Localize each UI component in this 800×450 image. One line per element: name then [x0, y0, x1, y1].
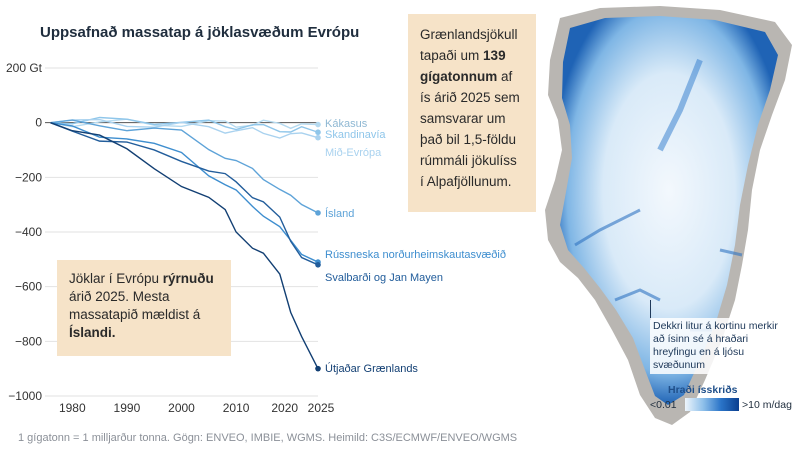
- series-line: [50, 122, 319, 266]
- series-line: [50, 116, 319, 133]
- map-note-leader: [650, 300, 651, 320]
- series-end-point: [315, 210, 321, 216]
- series-end-point: [315, 134, 321, 141]
- series-label: Svalbarði og Jan Mayen: [325, 272, 443, 284]
- x-tick-label: 2025: [308, 401, 335, 415]
- europe-callout: Jöklar í Evrópu rýrnuðu árið 2025. Mesta…: [57, 260, 231, 356]
- series-end-point: [315, 262, 321, 268]
- x-tick-label: 2000: [168, 401, 195, 415]
- series-label: Útjaðar Grænlands: [325, 362, 418, 375]
- legend-title: Hraði ísskriðs: [668, 384, 738, 396]
- series-label: Rússneska norðurheimskautasvæðið: [325, 249, 506, 261]
- series-line: [50, 121, 319, 263]
- x-tick-label: 2020: [271, 401, 298, 415]
- y-tick-label: −400: [15, 225, 42, 239]
- x-axis: 1980 1990 2000 2010 2020 2025: [59, 401, 335, 415]
- y-tick-label: −1000: [8, 389, 42, 403]
- series-end-point: [315, 365, 321, 372]
- greenland-callout: Grænlandsjökull tapaði um 139 gígatonnum…: [408, 14, 536, 212]
- series-end-point: [315, 121, 321, 128]
- velocity-legend-bar: [685, 398, 739, 411]
- series-label: Ísland: [325, 207, 354, 220]
- x-tick-label: 2010: [223, 401, 250, 415]
- y-tick-label: −800: [15, 334, 42, 348]
- series-label: Kákasus: [325, 118, 368, 130]
- series-line: [50, 122, 319, 369]
- y-axis: 200 Gt 0 −200 −400 −600 −800 −1000: [6, 61, 43, 403]
- series-label: Mið-Evrópa: [325, 147, 382, 159]
- series-label: Skandinavía: [325, 129, 386, 141]
- series-end-point: [315, 129, 321, 136]
- legend-min-label: <0.01: [650, 399, 677, 411]
- y-tick-label: −200: [15, 170, 42, 184]
- chart-title: Uppsafnað massatap á jöklasvæðum Evrópu: [40, 24, 359, 41]
- legend-max-label: >10 m/dag: [742, 399, 792, 411]
- greenland-ice-sheet: [560, 16, 778, 405]
- series-line: [50, 118, 319, 130]
- series-lines: [50, 116, 321, 372]
- footnote: 1 gígatonn = 1 milljarður tonna. Gögn: E…: [18, 432, 518, 444]
- y-tick-label: 0: [35, 116, 42, 130]
- y-tick-label: −600: [15, 280, 42, 294]
- series-line: [50, 118, 319, 139]
- x-tick-label: 1980: [59, 401, 86, 415]
- x-tick-label: 1990: [114, 401, 141, 415]
- y-tick-label: 200 Gt: [6, 61, 43, 75]
- series-line: [50, 119, 319, 214]
- greenland-map: [545, 6, 792, 425]
- map-note: Dekkri litur á kortinu merkir að ísinn s…: [650, 318, 795, 374]
